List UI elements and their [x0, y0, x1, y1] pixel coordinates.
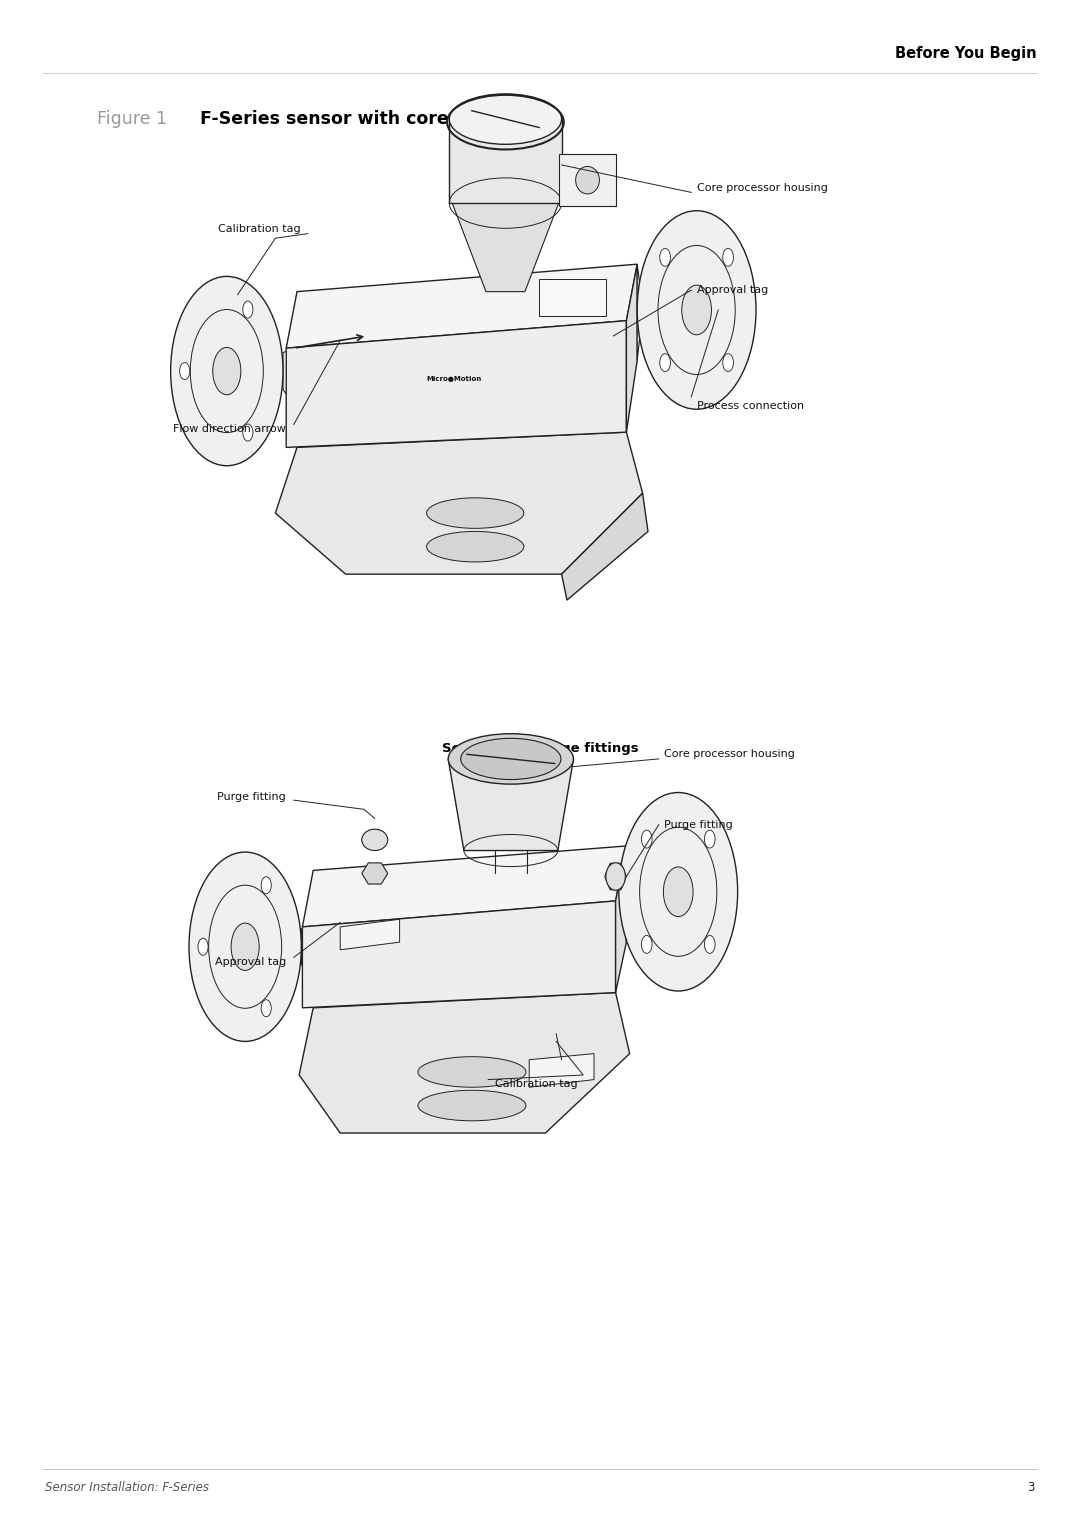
Text: Calibration tag: Calibration tag: [495, 1080, 578, 1089]
Ellipse shape: [189, 852, 301, 1041]
Ellipse shape: [261, 876, 271, 893]
Ellipse shape: [418, 1057, 526, 1087]
Polygon shape: [340, 919, 400, 950]
Text: Approval tag: Approval tag: [215, 957, 286, 967]
Ellipse shape: [642, 936, 652, 953]
Ellipse shape: [619, 793, 738, 991]
Polygon shape: [448, 759, 573, 851]
Ellipse shape: [704, 831, 715, 847]
Text: Micro●Motion: Micro●Motion: [426, 376, 482, 382]
Polygon shape: [302, 901, 616, 1008]
Ellipse shape: [606, 863, 625, 890]
Ellipse shape: [243, 425, 253, 441]
Ellipse shape: [448, 733, 573, 785]
Ellipse shape: [637, 211, 756, 409]
Ellipse shape: [261, 1000, 271, 1017]
Text: Before You Begin: Before You Begin: [895, 46, 1037, 61]
Ellipse shape: [461, 738, 561, 779]
Polygon shape: [637, 264, 640, 360]
Polygon shape: [562, 493, 648, 600]
Polygon shape: [275, 432, 643, 574]
Polygon shape: [286, 321, 626, 447]
Ellipse shape: [427, 531, 524, 562]
Ellipse shape: [642, 831, 652, 847]
Text: 3: 3: [1027, 1481, 1035, 1493]
Ellipse shape: [418, 1090, 526, 1121]
Text: Purge fitting: Purge fitting: [217, 793, 286, 802]
Ellipse shape: [243, 301, 253, 318]
Polygon shape: [302, 846, 626, 927]
Polygon shape: [626, 264, 637, 432]
Ellipse shape: [198, 938, 208, 956]
Ellipse shape: [723, 354, 733, 371]
Polygon shape: [605, 863, 626, 890]
Polygon shape: [299, 993, 630, 1133]
Ellipse shape: [681, 286, 712, 334]
Polygon shape: [362, 863, 388, 884]
Text: Core processor housing: Core processor housing: [697, 183, 827, 192]
Ellipse shape: [179, 362, 190, 380]
Text: Purge fitting: Purge fitting: [664, 820, 733, 829]
Ellipse shape: [171, 276, 283, 466]
Ellipse shape: [660, 354, 671, 371]
Ellipse shape: [449, 93, 562, 145]
Ellipse shape: [213, 347, 241, 394]
FancyBboxPatch shape: [539, 279, 606, 316]
Text: Core processor housing: Core processor housing: [664, 750, 795, 759]
Text: Process connection: Process connection: [697, 402, 804, 411]
Ellipse shape: [231, 922, 259, 971]
Ellipse shape: [427, 498, 524, 528]
Polygon shape: [449, 195, 562, 292]
Ellipse shape: [576, 166, 599, 194]
Ellipse shape: [362, 829, 388, 851]
Polygon shape: [283, 351, 286, 394]
Polygon shape: [286, 264, 637, 348]
Text: F-Series sensor with core processor: F-Series sensor with core processor: [200, 110, 551, 128]
Text: Approval tag: Approval tag: [697, 286, 768, 295]
Ellipse shape: [704, 936, 715, 953]
Ellipse shape: [663, 867, 693, 916]
Text: Flow direction arrow: Flow direction arrow: [173, 425, 286, 434]
Polygon shape: [616, 846, 626, 993]
Polygon shape: [622, 846, 626, 942]
Polygon shape: [529, 1054, 594, 1087]
Text: Sensor Installation: F-Series: Sensor Installation: F-Series: [45, 1481, 210, 1493]
FancyBboxPatch shape: [559, 154, 616, 206]
Ellipse shape: [723, 249, 733, 266]
Polygon shape: [449, 119, 562, 203]
Ellipse shape: [660, 249, 671, 266]
Text: Figure 1: Figure 1: [97, 110, 167, 128]
Text: Calibration tag: Calibration tag: [217, 224, 300, 234]
Text: Sensor with purge fittings: Sensor with purge fittings: [442, 742, 638, 754]
